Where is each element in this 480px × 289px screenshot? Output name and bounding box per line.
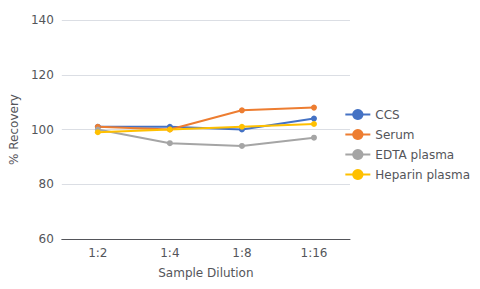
svg-text:Heparin plasma: Heparin plasma xyxy=(375,168,470,182)
svg-text:1:2: 1:2 xyxy=(88,246,107,260)
svg-text:CCS: CCS xyxy=(375,108,399,122)
svg-text:1:8: 1:8 xyxy=(232,246,251,260)
svg-text:Sample Dilution: Sample Dilution xyxy=(158,266,253,280)
svg-text:140: 140 xyxy=(31,13,54,27)
svg-text:60: 60 xyxy=(39,232,54,246)
svg-text:1:16: 1:16 xyxy=(300,246,327,260)
svg-text:Serum: Serum xyxy=(375,128,414,142)
svg-text:100: 100 xyxy=(31,123,54,137)
svg-text:% Recovery: % Recovery xyxy=(7,94,21,165)
svg-text:1:4: 1:4 xyxy=(160,246,179,260)
svg-text:EDTA plasma: EDTA plasma xyxy=(375,148,454,162)
svg-text:120: 120 xyxy=(31,68,54,82)
svg-text:80: 80 xyxy=(39,177,54,191)
